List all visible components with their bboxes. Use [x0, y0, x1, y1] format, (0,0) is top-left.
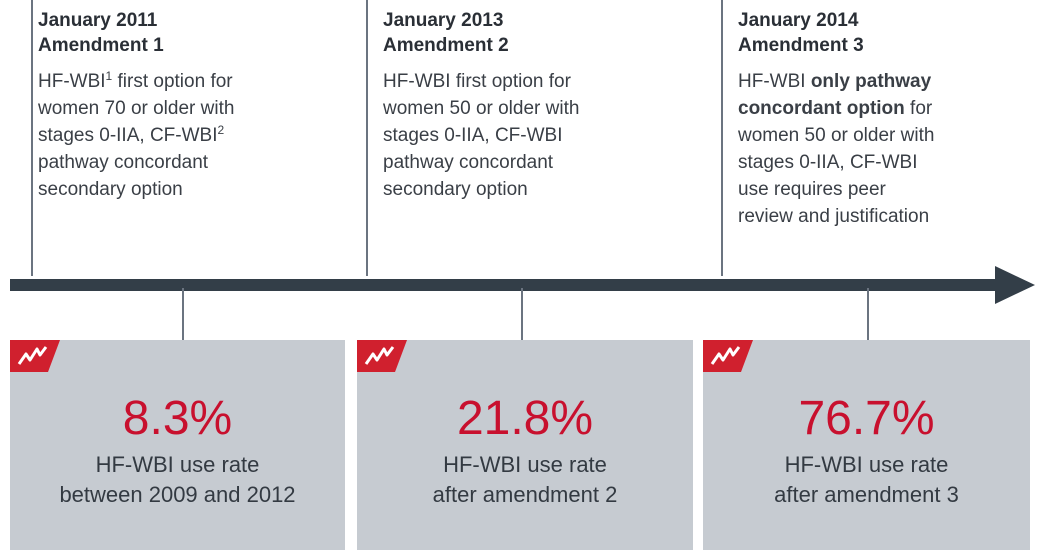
text: women 70 or older with [38, 98, 235, 119]
milestone-date: January 2011 [38, 10, 158, 31]
description-line: HF-WBI only pathway [738, 68, 1037, 95]
icon-zigzag [364, 346, 395, 365]
description-line: HF-WBI first option for [383, 68, 683, 95]
text: stages 0-IIA, CF-WBI [383, 125, 563, 146]
connector [867, 288, 869, 340]
text: HF-WBI [738, 71, 811, 92]
text: use requires peer [738, 179, 886, 200]
caption-line: after amendment 3 [774, 482, 959, 507]
icon-bg [357, 340, 407, 372]
text: HF-WBI [38, 71, 106, 92]
caption-line: HF-WBI use rate [443, 452, 607, 477]
milestone: January 2011 Amendment 1 HF-WBI1 first opt… [38, 8, 338, 203]
description-line: stages 0-IIA, CF-WBI [383, 122, 683, 149]
milestone-description: HF-WBI only pathway concordant option for… [738, 68, 1037, 230]
description-line: stages 0-IIA, CF-WBI2 [38, 122, 338, 149]
description-line: review and justification [738, 203, 1037, 230]
caption-line: after amendment 2 [432, 482, 618, 507]
milestone-line [31, 0, 33, 276]
stat-caption: HF-WBI use rate between 2009 and 2012 [10, 450, 345, 510]
styled-text: concordant option [738, 98, 905, 119]
milestone: January 2014 Amendment 3 HF-WBI only pathw… [738, 8, 1037, 230]
milestone-date: January 2014 [738, 10, 859, 31]
description-line: women 50 or older with [383, 95, 683, 122]
description-line: secondary option [38, 176, 338, 203]
milestone-title: Amendment 1 [38, 35, 164, 56]
text: first option for [112, 71, 233, 92]
text: secondary option [38, 179, 183, 200]
milestone-date: January 2013 [383, 10, 504, 31]
description-line: pathway concordant [383, 149, 683, 176]
description-line: HF-WBI1 first option for [38, 68, 338, 95]
description-line: secondary option [383, 176, 683, 203]
milestone-line [721, 0, 723, 276]
milestone-line [366, 0, 368, 276]
stat-card: 8.3% HF-WBI use rate between 2009 and 2012 [10, 340, 345, 550]
arrow-head [995, 266, 1035, 304]
caption-line: HF-WBI use rate [784, 452, 949, 477]
milestone-description: HF-WBI first option for women 50 or older… [383, 68, 683, 203]
caption-line: between 2009 and 2012 [59, 482, 296, 507]
stat-card: 76.7% HF-WBI use rate after amendment 3 [703, 340, 1030, 550]
description-line: concordant option for [738, 95, 1037, 122]
trend-icon [703, 340, 753, 372]
timeline-bar [10, 279, 1000, 291]
stat-value: 8.3% [122, 392, 233, 445]
text: women 50 or older with [383, 98, 580, 119]
milestone-description: HF-WBI1 first option for women 70 or olde… [38, 68, 338, 203]
text: stages 0-IIA, CF-WBI [738, 152, 918, 173]
connector [521, 288, 523, 340]
caption-line: HF-WBI use rate [95, 452, 260, 477]
text: review and justification [738, 206, 930, 227]
text: pathway concordant [38, 152, 209, 173]
stat-caption: HF-WBI use rate after amendment 3 [703, 450, 1030, 510]
connector [182, 288, 184, 340]
icon-bg [10, 340, 60, 372]
trend-icon [10, 340, 60, 372]
icon-bg [703, 340, 753, 372]
icon-zigzag [710, 346, 741, 365]
text: women 50 or older with [738, 125, 935, 146]
icon-zigzag [17, 346, 48, 365]
stat-caption: HF-WBI use rate after amendment 2 [357, 450, 693, 510]
text: pathway concordant [383, 152, 554, 173]
text: for [904, 98, 933, 119]
trend-icon [357, 340, 407, 372]
description-line: women 50 or older with [738, 122, 1037, 149]
text: stages 0-IIA, CF-WBI [38, 125, 218, 146]
description-line: pathway concordant [38, 149, 338, 176]
stat-value: 21.8% [456, 392, 594, 445]
description-line: use requires peer [738, 176, 1037, 203]
milestone-title: Amendment 2 [383, 35, 509, 56]
description-line: women 70 or older with [38, 95, 338, 122]
stat-value: 76.7% [798, 392, 935, 445]
text: HF-WBI first option for [383, 71, 571, 92]
styled-text: 1 [105, 69, 113, 83]
styled-text: 2 [217, 123, 225, 137]
milestone-title: Amendment 3 [738, 35, 864, 56]
styled-text: only pathway [810, 71, 932, 92]
stat-card: 21.8% HF-WBI use rate after amendment 2 [357, 340, 693, 550]
text: secondary option [383, 179, 528, 200]
description-line: stages 0-IIA, CF-WBI [738, 149, 1037, 176]
milestone: January 2013 Amendment 2 HF-WBI first opti… [383, 8, 683, 203]
